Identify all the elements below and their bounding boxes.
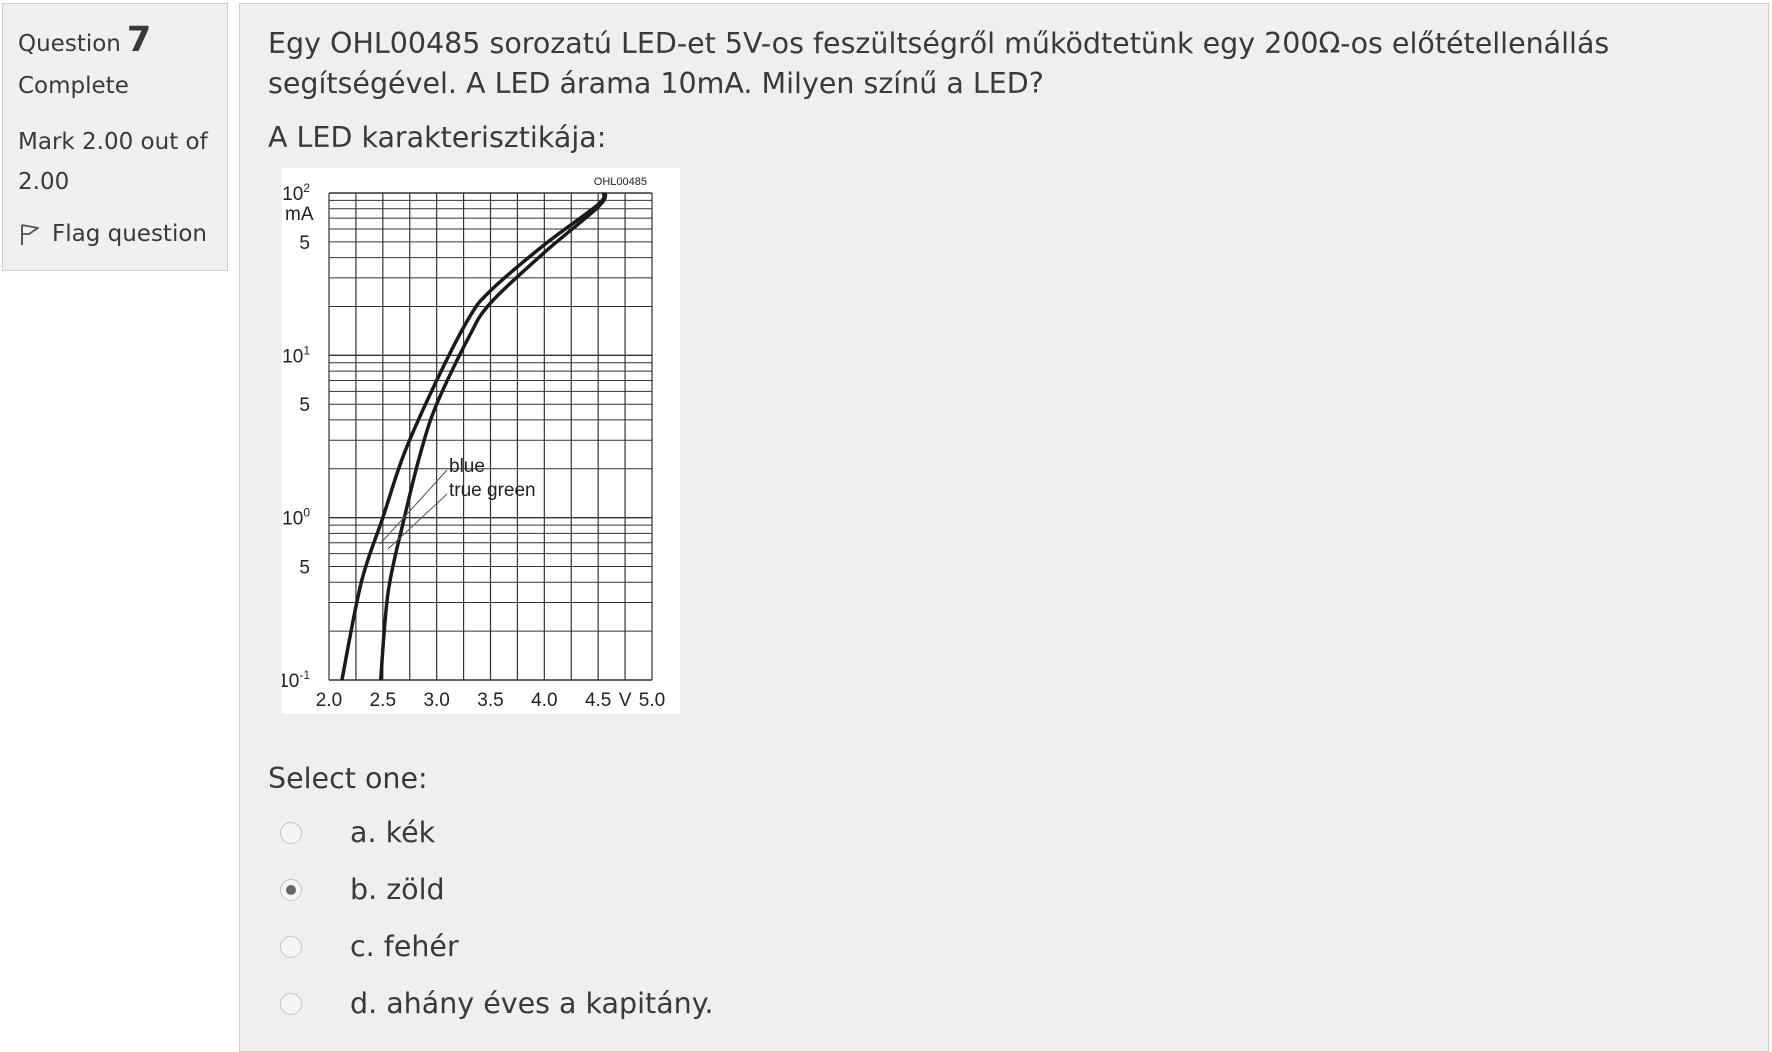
- answer-label[interactable]: a. kék: [350, 816, 436, 849]
- answer-option[interactable]: b. zöld: [280, 861, 714, 918]
- answer-option[interactable]: a. kék: [280, 804, 714, 861]
- question-number: Question 7: [18, 14, 212, 66]
- answer-option[interactable]: d. ahány éves a kapitány.: [280, 975, 714, 1032]
- chart-x-unit-label: V: [619, 690, 632, 711]
- chart-x-tick-label: 4.5: [585, 690, 611, 711]
- chart-series-line-blue: [340, 192, 606, 681]
- answer-radio[interactable]: [280, 992, 302, 1015]
- legend-label-blue: blue: [449, 456, 485, 477]
- chart-y-tick-label: 102: [282, 181, 310, 205]
- answer-label[interactable]: b. zöld: [350, 873, 445, 906]
- question-subtext: A LED karakterisztikája:: [268, 121, 607, 154]
- chart-ylabel: mA: [285, 204, 314, 225]
- answer-radio[interactable]: [280, 821, 302, 844]
- chart-y-tick-label: 5: [299, 233, 310, 254]
- select-one-prompt: Select one:: [268, 762, 428, 795]
- chart-x-tick-label: 3.5: [477, 690, 503, 711]
- chart-x-tick-label: 4.0: [531, 690, 557, 711]
- chart-y-tick-label: 101: [282, 343, 310, 367]
- answer-radio[interactable]: [280, 878, 302, 901]
- chart-x-tick-label: 2.5: [370, 690, 396, 711]
- chart-y-tick-label: 5: [299, 395, 310, 416]
- answer-label[interactable]: c. fehér: [350, 930, 459, 963]
- flag-question-link[interactable]: Flag question: [18, 214, 212, 254]
- question-text: Egy OHL00485 sorozatú LED-et 5V-os feszü…: [268, 27, 1610, 100]
- flag-icon: [21, 224, 39, 245]
- chart-y-tick-label: 5: [299, 558, 310, 579]
- chart-x-tick-label: 3.0: [423, 690, 449, 711]
- flag-question-label: Flag question: [52, 221, 207, 247]
- answer-label[interactable]: d. ahány éves a kapitány.: [350, 987, 714, 1020]
- question-number-value: 7: [126, 20, 152, 60]
- question-state: Complete: [18, 73, 129, 99]
- answer-option[interactable]: c. fehér: [280, 918, 714, 975]
- chart-y-tick-label: 10-1: [282, 668, 310, 692]
- question-grade: Mark 2.00 out of 2.00: [18, 129, 208, 195]
- legend-label-true-green: true green: [449, 480, 536, 501]
- answer-list: a. kék b. zöld c. fehér d. ahány éves a kap…: [280, 804, 714, 1032]
- chart-title: OHL00485: [594, 176, 647, 188]
- question-content: Egy OHL00485 sorozatú LED-et 5V-os feszü…: [239, 3, 1769, 1052]
- question-info-panel: Question 7 Complete Mark 2.00 out of 2.00…: [2, 3, 228, 271]
- chart-x-tick-label: 2.0: [316, 690, 342, 711]
- chart-y-tick-label: 100: [282, 506, 310, 530]
- question-label: Question: [18, 31, 121, 57]
- led-characteristic-chart: 2.0 2.5 3.0 3.5 4.0 4.5 5.0 V 10-1 5 100 5 101 5 102 O…: [278, 168, 680, 714]
- chart-svg: 2.0 2.5 3.0 3.5 4.0 4.5 5.0 V 10-1 5 100 5 101 5 102 O…: [278, 176, 665, 711]
- chart-series-line-true-green: [378, 192, 608, 681]
- chart-x-tick-label: 5.0: [639, 690, 665, 711]
- answer-radio[interactable]: [280, 935, 302, 958]
